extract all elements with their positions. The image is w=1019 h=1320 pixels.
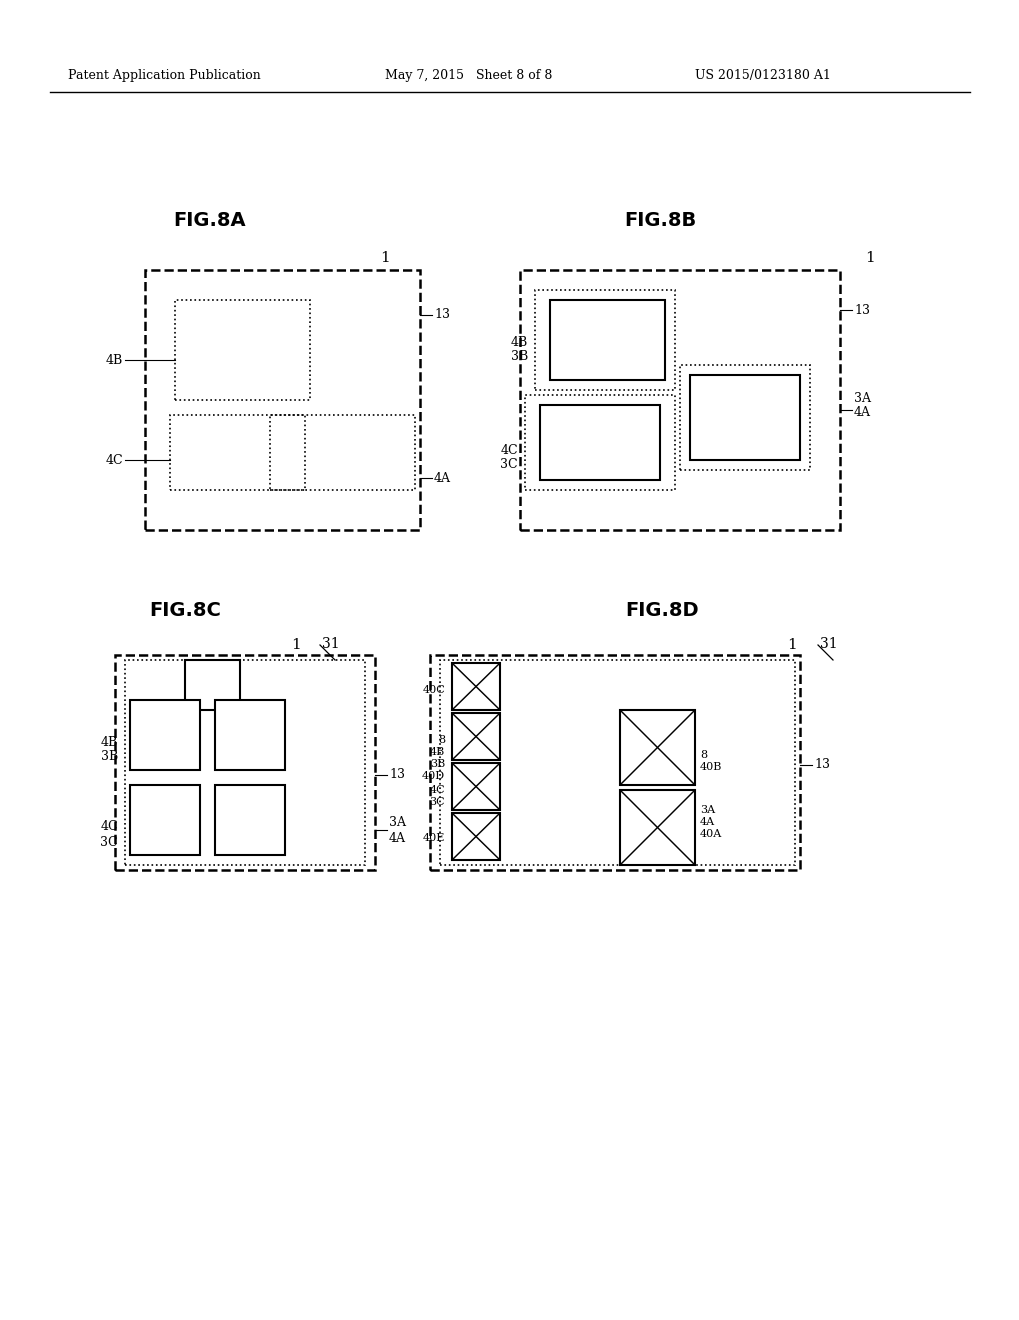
Text: 4B: 4B — [429, 747, 444, 756]
Bar — [215, 785, 284, 855]
Text: Patent Application Publication: Patent Application Publication — [68, 69, 261, 82]
Text: 4B: 4B — [511, 335, 528, 348]
Text: 31: 31 — [322, 638, 339, 651]
Bar — [184, 660, 239, 710]
Text: 40C: 40C — [422, 685, 444, 696]
Text: 13: 13 — [433, 309, 449, 322]
Text: 1: 1 — [380, 251, 389, 265]
Text: 40B: 40B — [699, 762, 721, 772]
Text: 13: 13 — [388, 768, 405, 781]
Text: 8: 8 — [437, 735, 444, 744]
Text: 4C: 4C — [105, 454, 123, 466]
Text: 3C: 3C — [100, 836, 118, 849]
Bar — [451, 713, 499, 760]
Bar — [170, 414, 305, 490]
Bar — [439, 660, 794, 865]
Bar — [129, 785, 200, 855]
Text: 4C: 4C — [100, 821, 118, 833]
Text: 3C: 3C — [429, 797, 444, 807]
Bar — [430, 655, 799, 870]
Bar — [270, 414, 415, 490]
Text: 3B: 3B — [511, 351, 528, 363]
Text: 4A: 4A — [853, 407, 870, 420]
Text: 4A: 4A — [388, 832, 406, 845]
Bar — [175, 300, 310, 400]
Bar — [115, 655, 375, 870]
Text: 31: 31 — [819, 638, 837, 651]
Bar — [620, 789, 694, 865]
Text: 4B: 4B — [101, 737, 118, 750]
Text: 4B: 4B — [106, 354, 123, 367]
Text: 8: 8 — [699, 750, 706, 760]
Text: 1: 1 — [290, 638, 301, 652]
Bar — [451, 763, 499, 810]
Text: 4A: 4A — [433, 471, 450, 484]
Text: May 7, 2015   Sheet 8 of 8: May 7, 2015 Sheet 8 of 8 — [384, 69, 552, 82]
Text: 4C: 4C — [500, 444, 518, 457]
Bar — [689, 375, 799, 459]
Text: 4A: 4A — [699, 817, 714, 828]
Text: US 2015/0123180 A1: US 2015/0123180 A1 — [694, 69, 830, 82]
Text: 1: 1 — [864, 251, 874, 265]
Text: 40D: 40D — [422, 771, 444, 781]
Text: 1: 1 — [787, 638, 796, 652]
Text: 40A: 40A — [699, 829, 721, 840]
Bar — [215, 700, 284, 770]
Text: 3B: 3B — [101, 751, 118, 763]
Bar — [451, 663, 499, 710]
Text: FIG.8C: FIG.8C — [149, 601, 221, 619]
Bar — [129, 700, 200, 770]
Bar — [549, 300, 664, 380]
Bar — [145, 271, 420, 531]
Text: 13: 13 — [853, 304, 869, 317]
Text: 3A: 3A — [699, 805, 714, 814]
Text: 40E: 40E — [422, 833, 444, 843]
Text: 3A: 3A — [388, 817, 406, 829]
Bar — [620, 710, 694, 785]
Text: 4C: 4C — [429, 785, 444, 795]
Bar — [535, 290, 675, 389]
Text: FIG.8A: FIG.8A — [173, 210, 246, 230]
Text: 3C: 3C — [500, 458, 518, 471]
Text: 13: 13 — [813, 759, 829, 771]
Bar — [125, 660, 365, 865]
Bar — [520, 271, 840, 531]
Bar — [451, 813, 499, 861]
Bar — [539, 405, 659, 480]
Text: FIG.8D: FIG.8D — [625, 601, 698, 619]
Text: FIG.8B: FIG.8B — [624, 210, 695, 230]
Text: 3A: 3A — [853, 392, 870, 404]
Bar — [680, 366, 809, 470]
Bar — [525, 395, 675, 490]
Text: 3B: 3B — [429, 759, 444, 770]
